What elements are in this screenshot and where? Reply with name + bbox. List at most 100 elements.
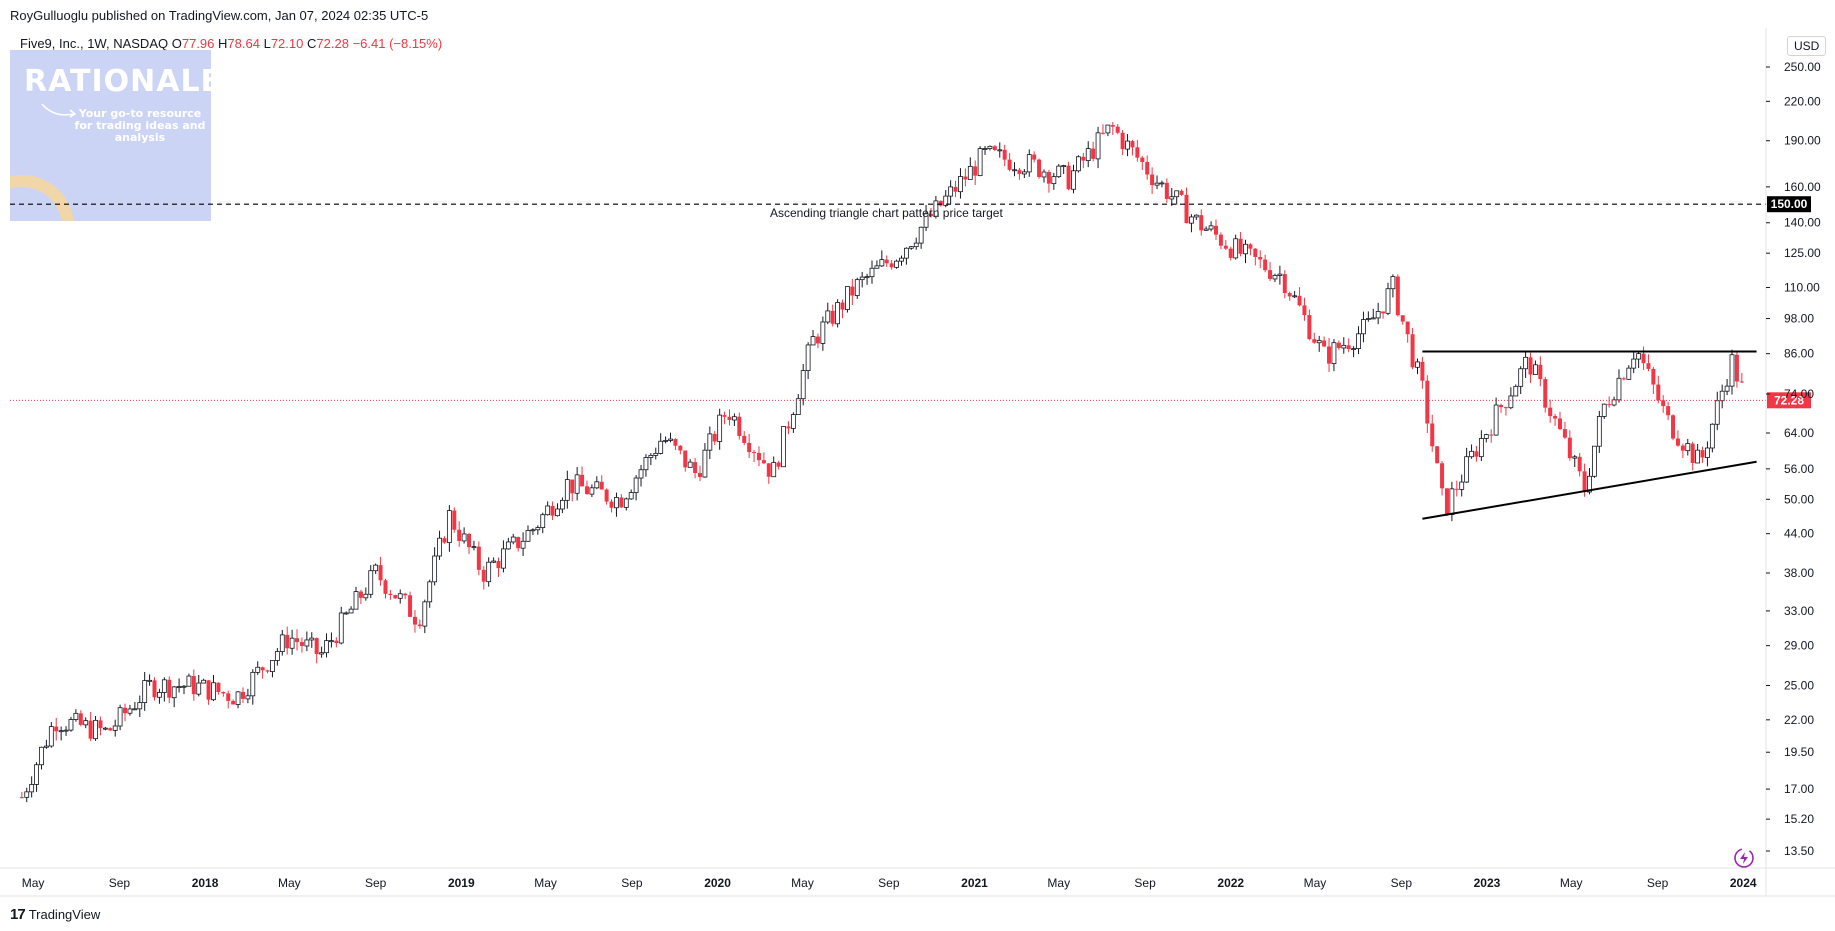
candle-body xyxy=(820,321,826,344)
candle-body xyxy=(1307,315,1312,340)
candle-body xyxy=(1056,165,1062,178)
candle-body xyxy=(24,791,30,798)
candle-body xyxy=(1666,406,1671,416)
candle-body xyxy=(1263,259,1268,271)
candle-body xyxy=(1327,346,1332,364)
candle-body xyxy=(73,712,79,720)
candle-body xyxy=(923,213,929,228)
high-value: 78.64 xyxy=(227,36,260,51)
candle-body xyxy=(39,746,44,766)
y-tick-label: 125.00 xyxy=(1784,246,1821,260)
candle-body xyxy=(235,691,241,705)
candle-body xyxy=(334,640,339,643)
candle-body xyxy=(88,720,93,739)
candle-body xyxy=(535,527,541,531)
candle-body xyxy=(874,265,880,269)
candle-body xyxy=(1218,234,1223,246)
rationale-watermark: RATIONALE Your go-to resource for tradin… xyxy=(10,50,211,221)
candle-body xyxy=(93,719,98,740)
candle-body xyxy=(550,505,555,516)
candle-body xyxy=(240,691,245,699)
candle-body xyxy=(481,569,486,582)
candle-body xyxy=(732,416,737,421)
candle-body xyxy=(1169,196,1175,200)
candle-body xyxy=(943,195,949,206)
candle-body xyxy=(48,726,54,747)
candle-body xyxy=(1410,334,1415,368)
candle-body xyxy=(58,730,64,733)
candle-body xyxy=(928,213,933,217)
axes-layer: 250.00 220.00 190.00 160.00 140.00 125.00 110.… xyxy=(0,28,1835,897)
candle-body xyxy=(373,564,379,572)
candle-body xyxy=(1258,256,1263,260)
candle-body xyxy=(1150,174,1155,186)
candle-body xyxy=(963,176,968,180)
candle-body xyxy=(368,570,374,595)
candle-body xyxy=(1268,270,1273,279)
tradingview-logo[interactable]: 17 TradingView xyxy=(10,906,100,923)
candle-body xyxy=(1548,407,1553,417)
candle-body xyxy=(908,246,914,249)
candle-body xyxy=(1459,481,1465,490)
candle-body xyxy=(1297,295,1302,306)
candle-body xyxy=(1145,162,1150,175)
candle-body xyxy=(752,452,757,454)
candle-body xyxy=(864,276,870,279)
candle-body xyxy=(1223,245,1228,249)
candle-body xyxy=(1596,416,1602,447)
x-tick-label: Sep xyxy=(365,876,387,890)
overlays-layer: 150.00 72.28 xyxy=(10,196,1811,520)
candle-body xyxy=(845,286,850,310)
candle-body xyxy=(1287,293,1292,297)
candle-body xyxy=(471,546,477,549)
candle-body xyxy=(147,679,153,682)
candle-body xyxy=(1066,165,1071,190)
y-tick-label: 86.00 xyxy=(1784,347,1814,361)
y-tick-label: 56.00 xyxy=(1784,462,1814,476)
candle-body xyxy=(1179,190,1184,195)
lightning-icon[interactable] xyxy=(1733,847,1755,869)
candle-body xyxy=(388,593,393,596)
candle-body xyxy=(161,679,167,693)
candle-body xyxy=(1533,364,1538,375)
candle-body xyxy=(771,462,777,478)
candle-body xyxy=(1154,182,1160,186)
low-value: 72.10 xyxy=(270,36,304,51)
candle-body xyxy=(1621,378,1626,380)
y-tick-label: 140.00 xyxy=(1784,216,1821,230)
candle-body xyxy=(1199,215,1204,231)
x-tick-label: May xyxy=(791,876,814,890)
candle-body xyxy=(1140,157,1145,163)
candle-body xyxy=(1700,450,1705,458)
candle-body xyxy=(181,685,187,688)
candle-body xyxy=(1607,404,1612,406)
candle-body xyxy=(1193,214,1199,218)
candle-body xyxy=(756,452,761,461)
candle-body xyxy=(1464,456,1470,483)
candle-body xyxy=(1499,405,1504,408)
tradingview-mark-icon: 17 xyxy=(10,906,26,923)
currency-button[interactable]: USD xyxy=(1787,36,1827,56)
candle-body xyxy=(1562,429,1567,438)
x-tick-label: Sep xyxy=(1647,876,1669,890)
candle-body xyxy=(1208,225,1214,230)
candle-body xyxy=(289,637,295,649)
x-tick-label: 2021 xyxy=(961,876,988,890)
candle-body xyxy=(319,652,325,655)
candle-body xyxy=(353,591,359,610)
candle-body xyxy=(1601,403,1607,417)
candle-body xyxy=(1007,159,1012,170)
candle-body xyxy=(687,461,693,468)
candle-body xyxy=(1695,449,1701,464)
candle-body xyxy=(461,533,467,542)
candle-body xyxy=(628,492,634,500)
candle-body xyxy=(358,591,363,598)
x-tick-label: May xyxy=(22,876,45,890)
candle-body xyxy=(918,226,924,244)
candle-body xyxy=(564,479,570,501)
candle-body xyxy=(285,634,290,649)
x-tick-label: 2024 xyxy=(1730,876,1757,890)
candle-body xyxy=(643,457,649,471)
candle-body xyxy=(530,529,536,532)
